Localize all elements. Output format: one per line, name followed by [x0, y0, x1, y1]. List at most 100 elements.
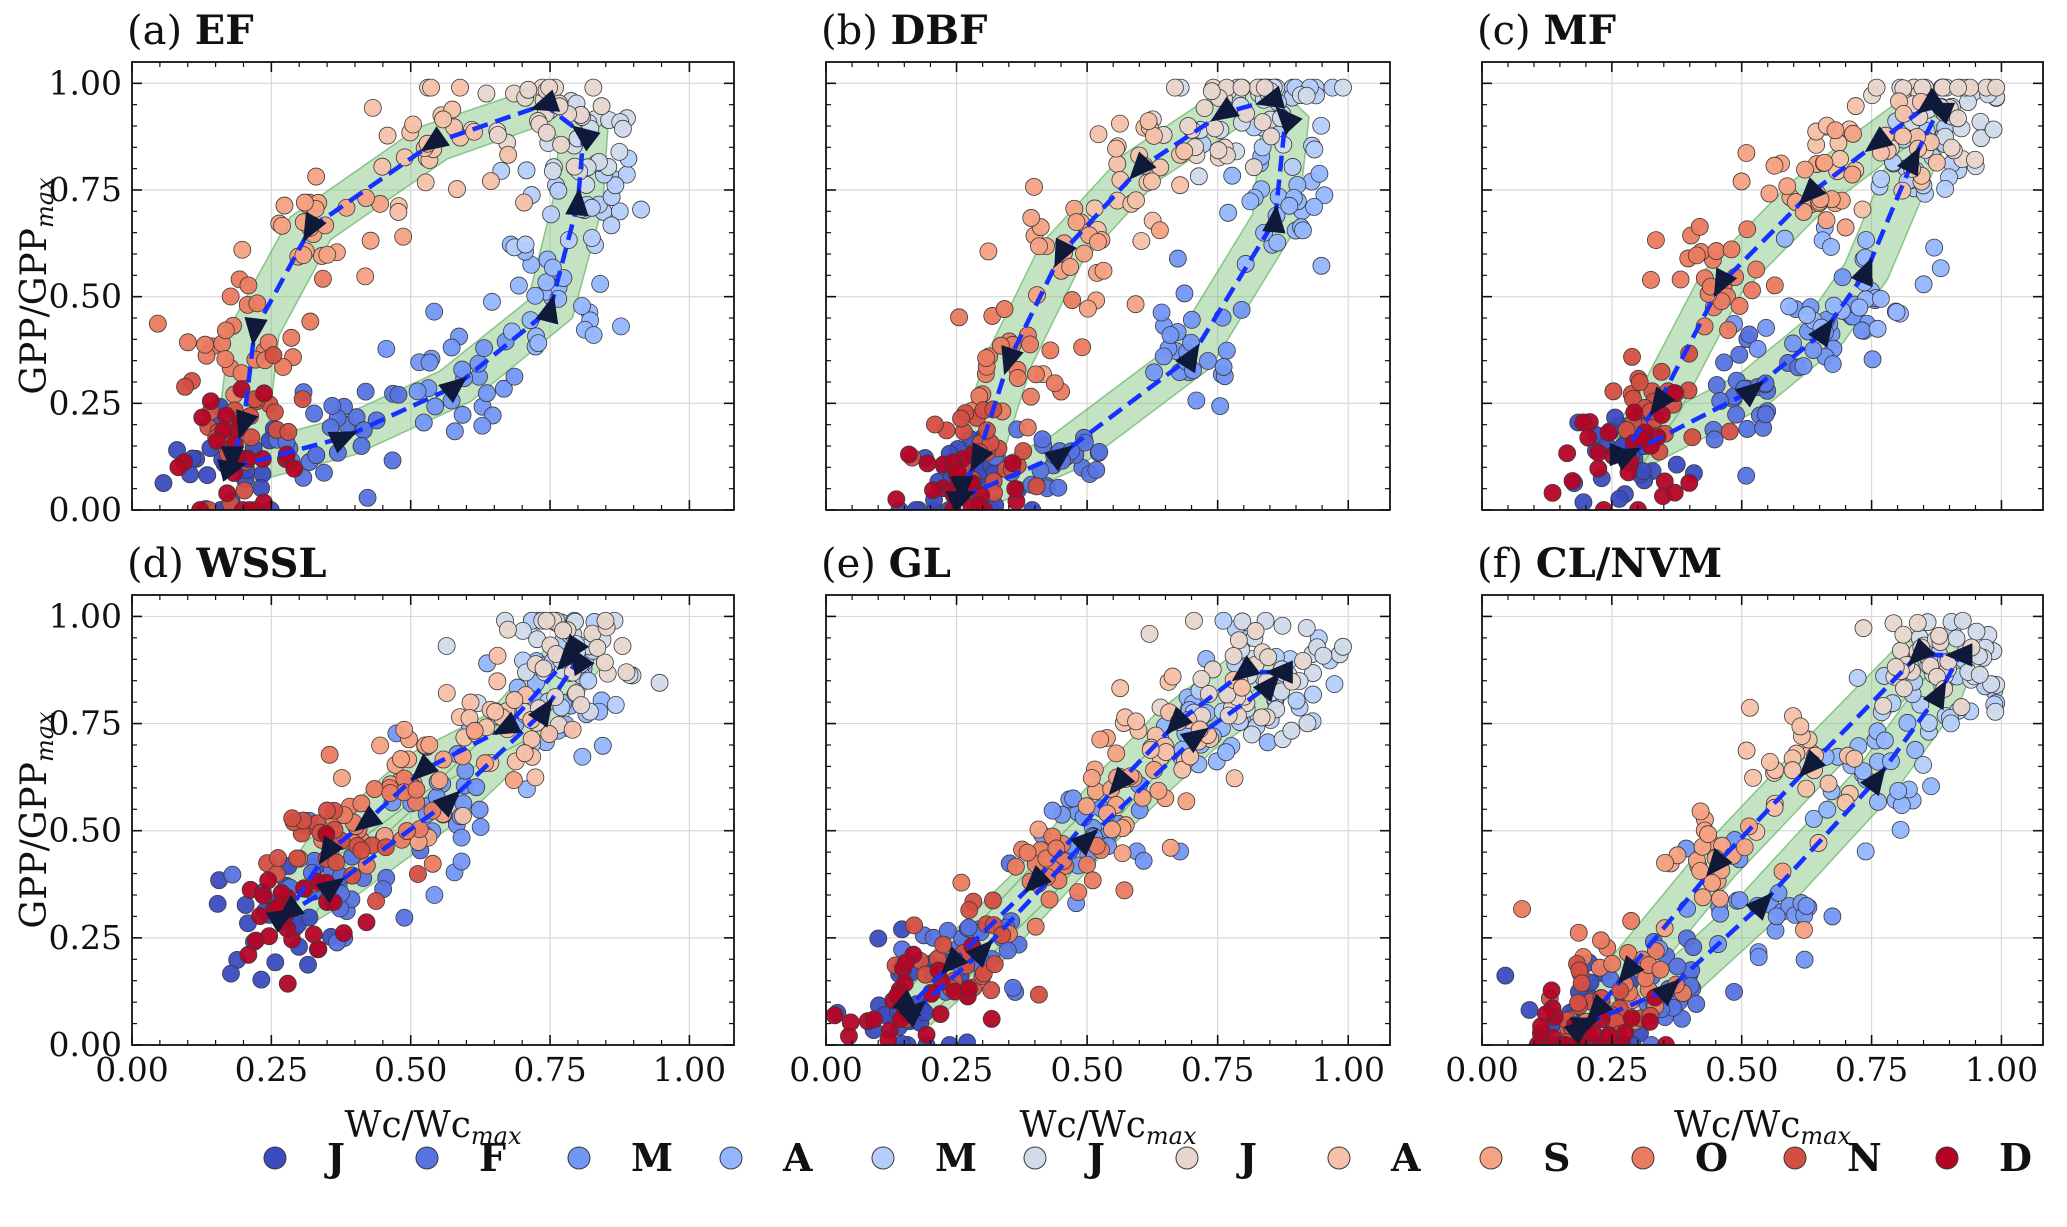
data-point — [352, 841, 371, 860]
data-point — [1513, 900, 1531, 918]
data-point — [1646, 942, 1665, 960]
data-point — [1875, 731, 1894, 750]
data-point — [584, 326, 603, 344]
data-point — [208, 894, 227, 913]
trajectory-arrow — [1706, 847, 1733, 877]
data-point — [222, 964, 240, 983]
data-point — [383, 451, 402, 470]
data-point — [959, 979, 978, 998]
data-point — [1972, 129, 1990, 148]
data-point — [1735, 838, 1754, 857]
data-point — [1683, 428, 1702, 447]
data-point — [191, 501, 210, 510]
data-point — [178, 333, 197, 352]
panel-e: 0.00 0.25 0.50 0.75 1.00 Wc/Wcmax (e) GL — [789, 540, 1391, 1150]
data-point — [1253, 113, 1272, 132]
trajectory-arrow — [530, 89, 561, 112]
data-point — [1173, 760, 1192, 779]
data-point — [1224, 647, 1243, 665]
data-point — [977, 349, 996, 368]
data-point — [1315, 186, 1334, 205]
data-point — [1893, 127, 1912, 146]
data-point — [1542, 981, 1561, 1000]
data-point — [1246, 622, 1265, 640]
data-point — [1209, 141, 1228, 160]
data-point — [1760, 184, 1779, 203]
data-point — [1243, 725, 1261, 744]
data-point — [1707, 376, 1726, 394]
trajectory-arrow — [1165, 706, 1194, 735]
data-point — [377, 339, 396, 358]
data-point — [1182, 310, 1201, 329]
data-point — [1314, 646, 1333, 665]
data-point — [1262, 127, 1281, 146]
trajectory-arrow — [940, 946, 969, 975]
data-point — [1603, 954, 1622, 973]
data-point — [1889, 781, 1908, 800]
data-point — [1572, 974, 1591, 993]
data-point — [841, 1013, 860, 1032]
data-point — [1817, 211, 1836, 230]
data-point — [1699, 825, 1718, 844]
panel-title: (b) DBF — [821, 7, 987, 54]
legend-item: A — [1327, 1135, 1421, 1180]
data-point — [352, 437, 371, 455]
data-point — [1018, 418, 1037, 437]
data-point — [373, 157, 392, 176]
data-point — [486, 702, 505, 721]
trajectory-arrow — [1275, 106, 1303, 135]
data-point — [1737, 144, 1756, 162]
trajectory-arrow — [1922, 680, 1947, 711]
x-tick-label: 0.50 — [1705, 1050, 1778, 1089]
data-point — [1984, 120, 2003, 139]
data-point — [1259, 648, 1278, 667]
data-point — [1749, 948, 1768, 966]
data-point — [1014, 442, 1033, 460]
trajectory-arrow — [571, 125, 601, 152]
trajectory-arrow — [965, 939, 994, 968]
data-point — [583, 229, 601, 247]
data-point — [1854, 762, 1873, 781]
data-point — [1026, 917, 1045, 936]
data-point — [1986, 702, 2005, 721]
data-point — [1622, 912, 1641, 930]
data-point — [1297, 86, 1316, 105]
data-point — [517, 161, 536, 180]
data-point — [1083, 871, 1102, 890]
data-point — [1563, 472, 1582, 490]
data-point — [1797, 779, 1816, 798]
data-point — [242, 428, 261, 447]
data-point — [1867, 78, 1886, 97]
data-point — [1045, 374, 1064, 393]
data-point — [1033, 430, 1052, 449]
data-point — [332, 769, 351, 787]
data-point — [356, 267, 375, 286]
data-point — [1192, 670, 1211, 688]
trajectory-arrow — [1179, 727, 1210, 754]
data-point — [593, 736, 612, 755]
data-point — [1824, 296, 1843, 315]
legend-item: M — [871, 1135, 977, 1180]
axes-frame — [1481, 594, 2044, 1046]
data-point — [982, 1009, 1001, 1028]
data-point — [924, 481, 942, 500]
data-point — [588, 638, 607, 657]
data-point — [239, 276, 258, 295]
data-point — [1244, 158, 1263, 177]
data-point — [1604, 382, 1623, 401]
data-point — [389, 203, 408, 221]
trajectory-arrow — [565, 187, 589, 217]
data-point — [1732, 172, 1751, 191]
data-point — [613, 637, 632, 655]
data-point — [452, 852, 471, 871]
data-point — [489, 126, 507, 144]
data-point — [1887, 303, 1906, 322]
data-point — [543, 258, 562, 277]
data-point — [1233, 612, 1252, 631]
data-point — [1623, 348, 1641, 366]
data-point — [318, 801, 336, 820]
data-point — [1078, 855, 1096, 874]
data-point — [950, 308, 968, 327]
data-point — [475, 339, 493, 357]
